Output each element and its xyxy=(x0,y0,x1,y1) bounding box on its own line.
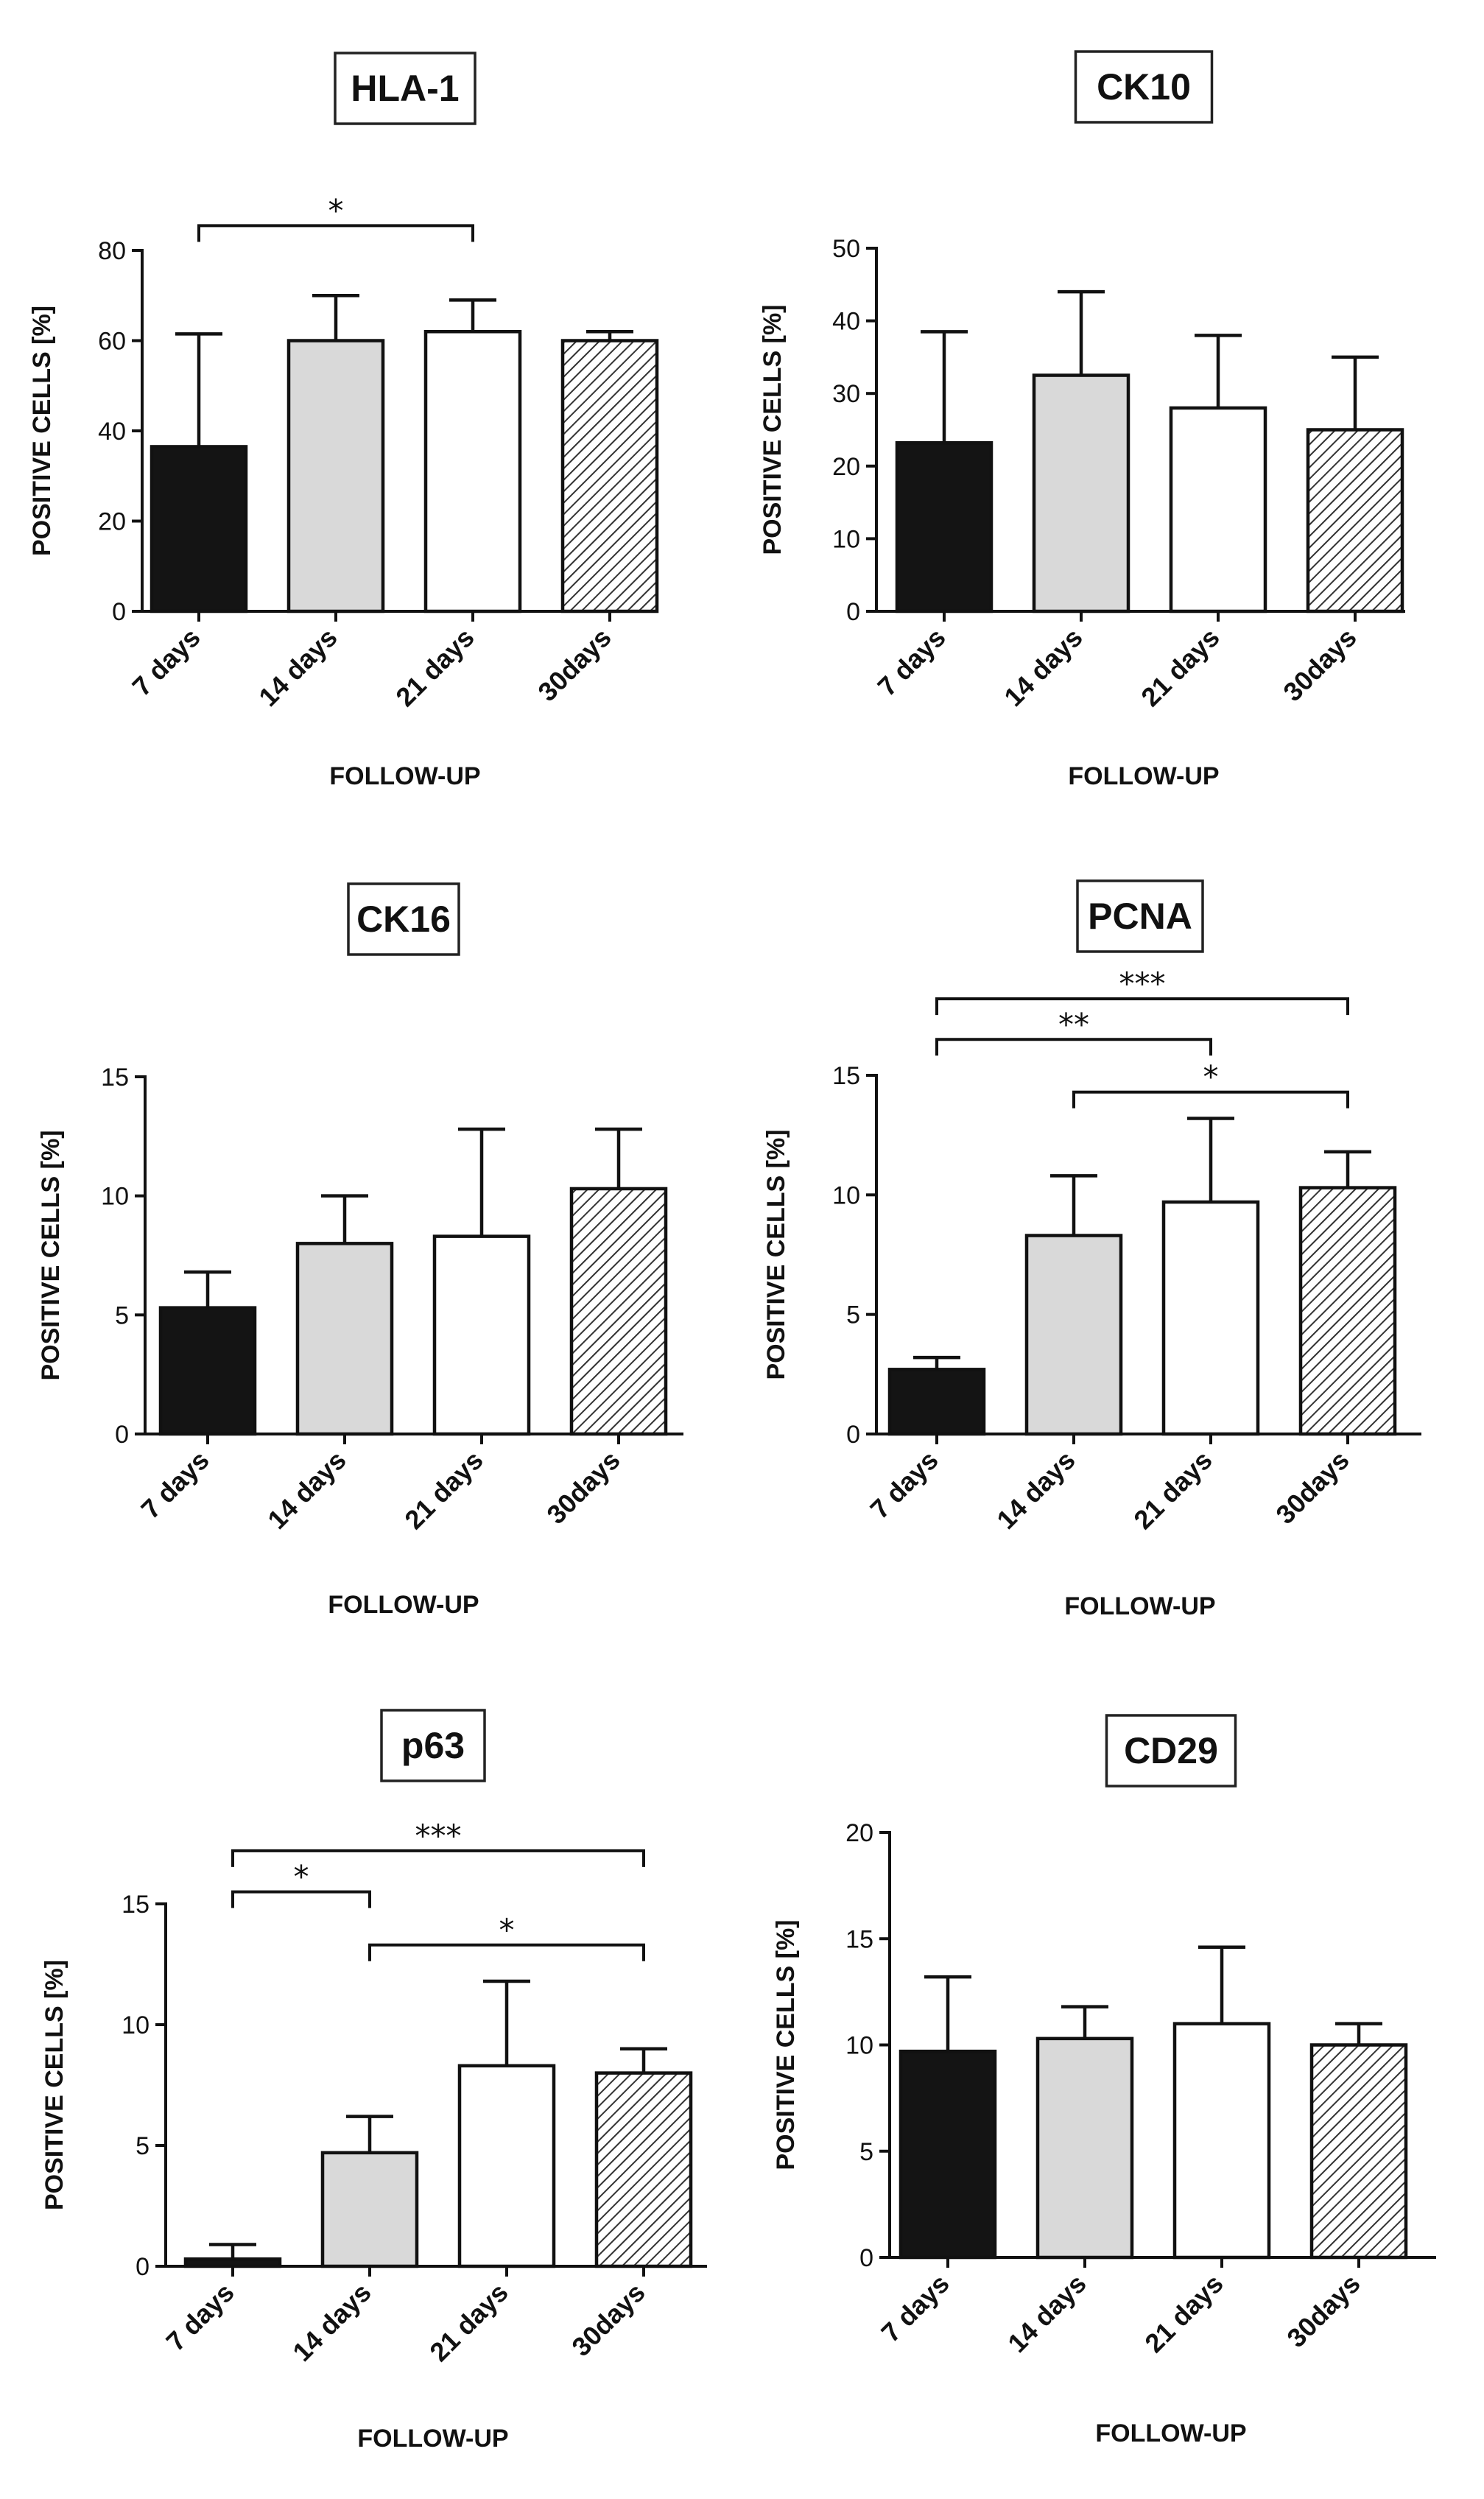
significance-label: *** xyxy=(415,1818,462,1854)
y-tick-label: 0 xyxy=(115,1421,129,1449)
y-tick-label: 60 xyxy=(98,328,126,356)
significance-bracket xyxy=(231,1890,371,1908)
y-tick-label: 15 xyxy=(122,1891,150,1919)
bar-14-days xyxy=(1024,1234,1123,1436)
x-axis-title: FOLLOW-UP xyxy=(328,1591,479,1619)
significance-bracket xyxy=(935,1038,1212,1056)
x-axis-title: FOLLOW-UP xyxy=(1068,762,1219,790)
significance-bracket xyxy=(935,997,1349,1016)
chart-title: CK16 xyxy=(356,899,451,940)
y-tick-label: 15 xyxy=(101,1064,129,1092)
chart-title: HLA-1 xyxy=(351,68,459,109)
y-tick-label: 30 xyxy=(832,380,860,408)
y-tick-label: 20 xyxy=(832,453,860,481)
bar-30days xyxy=(1309,2043,1408,2260)
y-tick-label: 0 xyxy=(846,598,860,626)
bar-21-days xyxy=(423,330,522,614)
y-axis-title: POSITIVE CELLS [%] xyxy=(772,1919,800,2170)
x-axis-title: FOLLOW-UP xyxy=(1064,1592,1215,1620)
y-tick-label: 5 xyxy=(846,1301,860,1329)
y-axis-title: POSITIVE CELLS [%] xyxy=(759,304,787,555)
y-tick-label: 15 xyxy=(845,1925,873,1953)
bar-7-days xyxy=(895,440,994,614)
bar-21-days xyxy=(1161,1200,1260,1436)
bar-14-days xyxy=(295,1242,394,1436)
y-tick-label: 0 xyxy=(136,2253,150,2281)
significance-label: * xyxy=(328,192,344,228)
y-tick-label: 20 xyxy=(845,1819,873,1847)
y-tick-label: 15 xyxy=(832,1062,860,1090)
chart-title-box xyxy=(1076,879,1204,953)
bar-14-days xyxy=(286,339,385,614)
chart-title: CK10 xyxy=(1097,66,1191,108)
y-tick-label: 5 xyxy=(136,2132,150,2160)
significance-label: * xyxy=(294,1859,309,1895)
y-tick-label: 0 xyxy=(859,2244,873,2272)
bar-14-days xyxy=(320,2151,419,2268)
bar-30days xyxy=(594,2071,693,2268)
bar-30days xyxy=(560,339,659,614)
y-tick-label: 10 xyxy=(832,525,860,553)
y-tick-label: 10 xyxy=(845,2032,873,2060)
significance-label: * xyxy=(499,1912,515,1948)
bar-30days xyxy=(1306,428,1404,614)
significance-label: * xyxy=(1203,1059,1219,1095)
y-tick-label: 10 xyxy=(832,1181,860,1209)
y-tick-label: 10 xyxy=(101,1183,129,1211)
y-tick-label: 10 xyxy=(122,2011,150,2039)
significance-bracket xyxy=(231,1849,645,1867)
significance-bracket xyxy=(1072,1090,1349,1108)
y-tick-label: 50 xyxy=(832,235,860,263)
bar-7-days xyxy=(158,1306,257,1436)
bar-14-days xyxy=(1032,373,1130,614)
bar-21-days xyxy=(1169,406,1267,614)
chart-title-box xyxy=(334,52,477,125)
y-tick-label: 0 xyxy=(112,598,126,626)
x-axis-title: FOLLOW-UP xyxy=(329,762,480,790)
chart-title: p63 xyxy=(401,1725,465,1766)
significance-label: ** xyxy=(1058,1006,1089,1042)
y-tick-label: 5 xyxy=(859,2138,873,2166)
x-axis-title: FOLLOW-UP xyxy=(1095,2419,1246,2447)
y-tick-label: 40 xyxy=(98,418,126,446)
bar-7-days xyxy=(899,2049,997,2260)
chart-title: CD29 xyxy=(1124,1730,1218,1771)
significance-bracket xyxy=(197,224,474,242)
chart-title: PCNA xyxy=(1088,896,1192,937)
bar-30days xyxy=(1298,1186,1397,1436)
bar-21-days xyxy=(457,2064,556,2268)
y-tick-label: 20 xyxy=(98,508,126,536)
significance-bracket xyxy=(368,1943,645,1961)
y-axis-title: POSITIVE CELLS [%] xyxy=(41,1960,68,2210)
y-tick-label: 40 xyxy=(832,308,860,336)
y-tick-label: 80 xyxy=(98,237,126,265)
bar-7-days xyxy=(150,445,248,614)
y-axis-title: POSITIVE CELLS [%] xyxy=(37,1130,65,1380)
y-axis-title: POSITIVE CELLS [%] xyxy=(28,306,56,556)
bar-14-days xyxy=(1035,2036,1134,2260)
chart-title-box xyxy=(1074,50,1214,124)
bar-21-days xyxy=(1172,2022,1271,2260)
y-tick-label: 0 xyxy=(846,1421,860,1449)
chart-title-box xyxy=(380,1709,486,1782)
bar-7-days xyxy=(887,1368,986,1436)
chart-title-box xyxy=(347,882,460,956)
chart-title-box xyxy=(1105,1714,1237,1788)
bar-30days xyxy=(569,1187,668,1436)
bar-21-days xyxy=(432,1234,531,1436)
y-tick-label: 5 xyxy=(115,1301,129,1329)
y-axis-title: POSITIVE CELLS [%] xyxy=(762,1129,790,1379)
x-axis-title: FOLLOW-UP xyxy=(357,2425,508,2453)
significance-label: *** xyxy=(1119,966,1166,1002)
